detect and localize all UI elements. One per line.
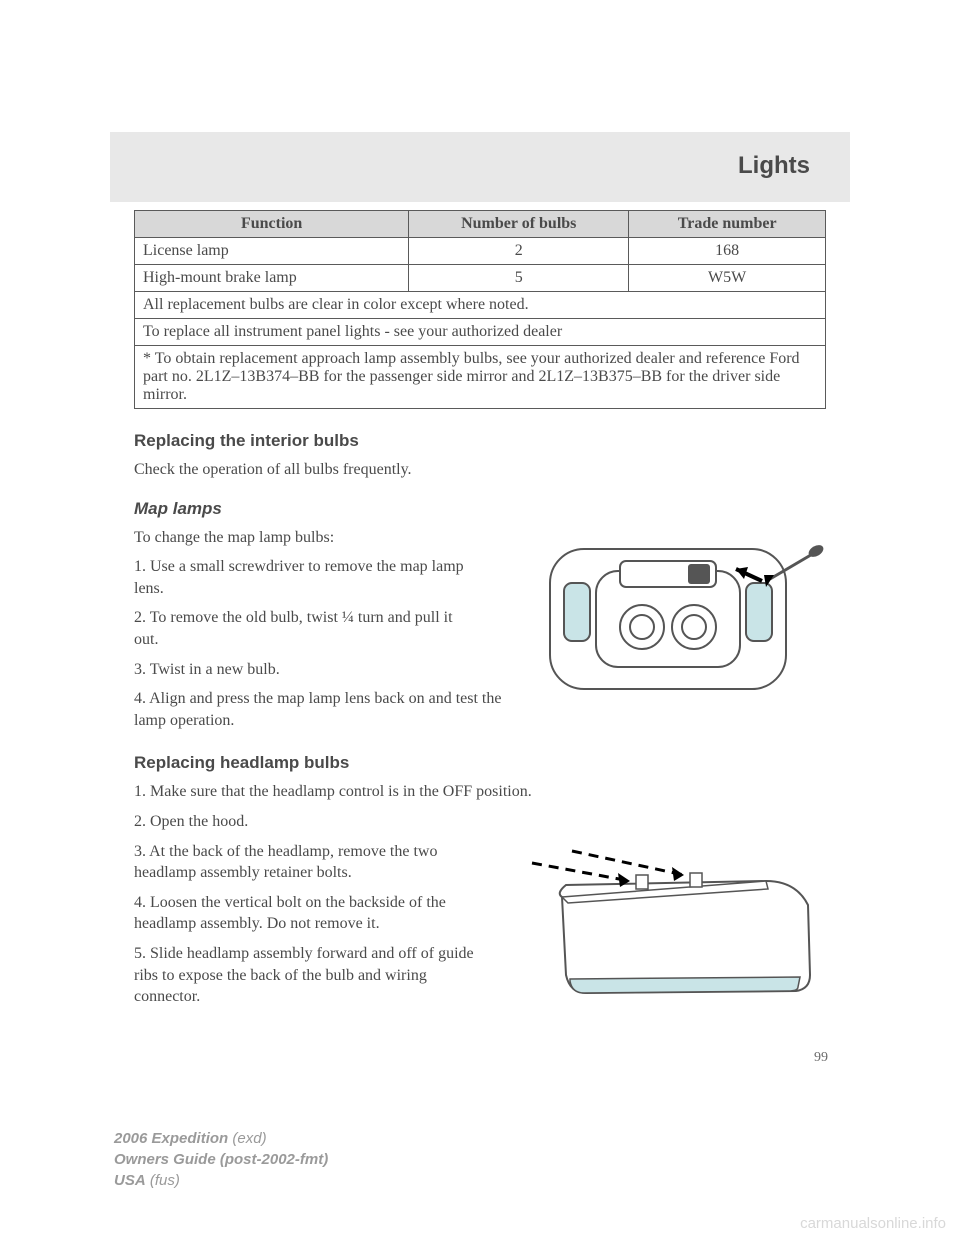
table-note: All replacement bulbs are clear in color… [135,292,826,319]
para-map-intro: To change the map lamp bulbs: [134,527,474,549]
cell-number: 5 [409,265,629,292]
footer-region: USA [114,1172,146,1189]
cell-number: 2 [409,238,629,265]
para-head-step1: 1. Make sure that the headlamp control i… [134,781,826,803]
map-lamp-block: To change the map lamp bulbs: 1. Use a s… [134,527,826,732]
footer-block: 2006 Expedition (exd) Owners Guide (post… [114,1128,328,1191]
headlamp-illustration [526,845,826,1020]
footer-guide: Owners Guide (post-2002-fmt) [114,1151,328,1168]
cell-function: License lamp [135,238,409,265]
headlamp-block: 3. At the back of the headlamp, remove t… [134,841,826,1020]
heading-map-lamps: Map lamps [134,499,826,519]
table-note-row: All replacement bulbs are clear in color… [135,292,826,319]
footer-line3: USA (fus) [114,1170,328,1191]
heading-replacing-headlamp: Replacing headlamp bulbs [134,753,826,773]
section-title: Lights [134,132,826,196]
para-map-step1: 1. Use a small screwdriver to remove the… [134,556,474,599]
para-head-step4: 4. Loosen the vertical bolt on the backs… [134,892,484,935]
para-check-operation: Check the operation of all bulbs frequen… [134,459,826,481]
table-row: High-mount brake lamp 5 W5W [135,265,826,292]
table-row: License lamp 2 168 [135,238,826,265]
para-map-step3: 3. Twist in a new bulb. [134,659,474,681]
table-header-row: Function Number of bulbs Trade number [135,211,826,238]
cell-trade: W5W [629,265,826,292]
para-head-step5: 5. Slide headlamp assembly forward and o… [134,943,494,1008]
heading-replacing-interior: Replacing the interior bulbs [134,431,826,451]
watermark: carmanualsonline.info [800,1215,946,1232]
para-head-step3: 3. At the back of the headlamp, remove t… [134,841,484,884]
footer-code1: (exd) [228,1130,266,1147]
map-lamp-illustration [536,531,826,706]
col-number-of-bulbs: Number of bulbs [409,211,629,238]
table-note-row: * To obtain replacement approach lamp as… [135,346,826,409]
page-number: 99 [814,1050,828,1066]
col-trade-number: Trade number [629,211,826,238]
footer-model: 2006 Expedition [114,1130,228,1147]
footer-line1: 2006 Expedition (exd) [114,1128,328,1149]
bulb-table: Function Number of bulbs Trade number Li… [134,210,826,409]
page-content: Lights Function Number of bulbs Trade nu… [134,132,826,1020]
table-note-row: To replace all instrument panel lights -… [135,319,826,346]
cell-trade: 168 [629,238,826,265]
para-head-step2: 2. Open the hood. [134,811,826,833]
cell-function: High-mount brake lamp [135,265,409,292]
table-note: To replace all instrument panel lights -… [135,319,826,346]
col-function: Function [135,211,409,238]
para-map-step2: 2. To remove the old bulb, twist ¼ turn … [134,607,474,650]
footer-code3: (fus) [146,1172,180,1189]
table-note: * To obtain replacement approach lamp as… [135,346,826,409]
footer-line2: Owners Guide (post-2002-fmt) [114,1149,328,1170]
